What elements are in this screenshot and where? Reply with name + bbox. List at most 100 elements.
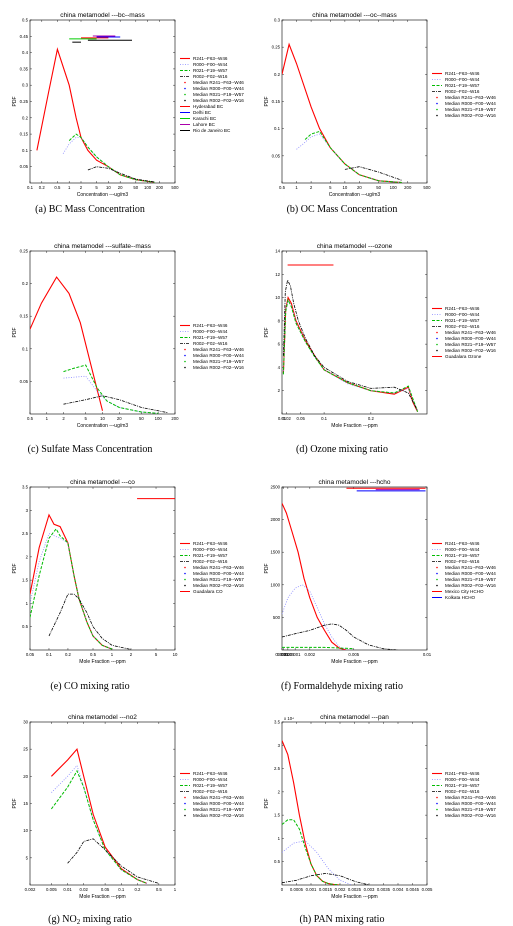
x-tick-label: 5 bbox=[329, 185, 332, 190]
y-tick-label: 0.05 bbox=[20, 164, 29, 169]
legend-entry: R002--F02--W16 bbox=[445, 324, 480, 329]
legend-entry: Median R002--F02--W16 bbox=[193, 98, 244, 103]
x-tick-label: 0.5 bbox=[279, 185, 286, 190]
series-line bbox=[48, 593, 132, 650]
chart-caption: (g) NO2 mixing ratio bbox=[48, 914, 132, 926]
series-layer bbox=[36, 35, 155, 183]
legend-entry: Median R241--F63--W46 bbox=[193, 795, 244, 800]
y-tick-label: 0.3 bbox=[22, 83, 29, 88]
chart-caption: (a) BC Mass Concentration bbox=[35, 204, 145, 215]
chart-panel-5: china metamodel ---co 0.05 0.1 0.2 0.5 1 2 5 10 0… bbox=[12, 479, 244, 692]
caption-subscript: 2 bbox=[77, 918, 81, 926]
legend-entry: R241--F63--W46 bbox=[193, 56, 228, 61]
y-tick-label: 4 bbox=[278, 365, 281, 370]
legend-marker bbox=[184, 360, 186, 363]
legend-entry: R021--F19--W57 bbox=[193, 553, 228, 558]
legend-entry: R000--F00--W44 bbox=[193, 777, 228, 782]
x-tick-label: 2 bbox=[80, 185, 83, 190]
legend-entry: R021--F19--W57 bbox=[193, 335, 228, 340]
x-axis-label: Mole Fraction ---ppm bbox=[331, 659, 377, 665]
legend-entry: Median R002--F02--W16 bbox=[445, 813, 496, 818]
legend-entry: R241--F63--W46 bbox=[445, 306, 480, 311]
legend-marker bbox=[436, 802, 438, 805]
x-tick-label: 1 bbox=[111, 652, 114, 657]
legend-entry: R000--F00--W44 bbox=[445, 77, 480, 82]
x-tick-label: 200 bbox=[156, 185, 164, 190]
x-tick-label: 0.0035 bbox=[377, 887, 391, 892]
legend-entry: R021--F19--W57 bbox=[193, 783, 228, 788]
series-line bbox=[51, 764, 148, 884]
legend-marker bbox=[184, 348, 186, 351]
y-tick-label: 1.5 bbox=[274, 813, 281, 818]
x-tick-label: 2 bbox=[310, 185, 313, 190]
x-tick-label: 500 bbox=[423, 185, 431, 190]
y-tick-label: 6 bbox=[278, 342, 281, 347]
plot-frame bbox=[29, 19, 176, 184]
x-tick-label: 20 bbox=[357, 185, 362, 190]
legend-entry: Median R002--F02--W16 bbox=[193, 813, 244, 818]
legend-marker bbox=[184, 354, 186, 357]
legend-entry: Median R021--F19--W57 bbox=[445, 807, 496, 812]
legend-entry: R000--F00--W44 bbox=[445, 547, 480, 552]
series-line bbox=[87, 166, 155, 183]
y-tick-label: 0.25 bbox=[272, 45, 281, 50]
legend-entry: Median R000--F00--W44 bbox=[193, 571, 244, 576]
chart-panel-1: china metamodel ---bc--mass 0.1 0.2 0.5 1 2 5 1… bbox=[12, 12, 244, 215]
x-tick-label: 0.004 bbox=[393, 887, 404, 892]
y-axis-label: PDF bbox=[264, 799, 270, 809]
x-tick-label: 0.01 bbox=[423, 652, 432, 657]
legend-entry: Median R021--F19--W57 bbox=[193, 92, 244, 97]
y-tick-label: 3 bbox=[26, 508, 29, 513]
chart-panel-4: china metamodel ---ozone 0.010.02 0.05 0.1 0… bbox=[264, 243, 496, 455]
legend-entry: Median R002--F02--W16 bbox=[445, 583, 496, 588]
legend-entry: Median R000--F00--W44 bbox=[445, 336, 496, 341]
legend-marker bbox=[436, 337, 438, 340]
y-tick-label: 2500 bbox=[270, 485, 280, 490]
legend-marker bbox=[436, 343, 438, 346]
x-tick-label: 50 bbox=[133, 185, 138, 190]
y-axis-label: PDF bbox=[12, 328, 18, 338]
x-tick-label: 10 bbox=[342, 185, 347, 190]
legend-marker bbox=[436, 814, 438, 817]
x-tick-label: 10 bbox=[106, 185, 111, 190]
legend-entry: R002--F02--W16 bbox=[445, 89, 480, 94]
series-layer bbox=[282, 487, 426, 650]
legend-entry: R000--F00--W44 bbox=[193, 329, 228, 334]
series-line bbox=[63, 395, 169, 414]
series-line bbox=[344, 166, 402, 181]
y-tick-label: 5 bbox=[26, 855, 29, 860]
chart-title: china metamodel ---oc--mass bbox=[312, 12, 397, 19]
y-tick-label: 2 bbox=[278, 789, 281, 794]
chart-panel-6: china metamodel ---hcho 0.00010.00020.000… bbox=[264, 479, 496, 692]
x-tick-label: 100 bbox=[144, 185, 152, 190]
y-tick-label: 0.25 bbox=[20, 99, 29, 104]
legend-entry: Hyderabad BC bbox=[193, 104, 224, 109]
x-tick-label: 0.003 bbox=[364, 887, 375, 892]
plot-frame bbox=[281, 250, 428, 415]
y-tick-label: 10 bbox=[23, 828, 28, 833]
chart-title: china metamodel ---ozone bbox=[317, 243, 393, 250]
y-tick-label: 0.15 bbox=[272, 99, 281, 104]
legend-entry: R021--F19--W57 bbox=[193, 68, 228, 73]
x-tick-label: 0.1 bbox=[118, 887, 125, 892]
series-line bbox=[282, 623, 398, 650]
plot-frame bbox=[29, 250, 176, 415]
series-line bbox=[30, 533, 113, 650]
x-tick-label: 10 bbox=[173, 652, 178, 657]
y-tick-label: 0.35 bbox=[20, 66, 29, 71]
legend: R241--F63--W46R000--F00--W44R021--F19--W… bbox=[180, 541, 244, 594]
legend-entry: Guadalara Ozone bbox=[445, 354, 482, 359]
x-tick-label: 0.0005 bbox=[290, 887, 304, 892]
x-tick-label: 0.2 bbox=[39, 185, 46, 190]
y-tick-label: 1.5 bbox=[22, 578, 29, 583]
y-tick-label: 0.1 bbox=[22, 148, 29, 153]
legend-marker bbox=[436, 808, 438, 811]
x-tick-label: 0.1 bbox=[321, 416, 328, 421]
legend-entry: Median R002--F02--W16 bbox=[445, 113, 496, 118]
chart-panel-7: china metamodel ---no2 0.002 0.005 0.01 0.02… bbox=[12, 714, 244, 926]
y-tick-label: 15 bbox=[23, 801, 28, 806]
legend-entry: Median R000--F00--W44 bbox=[193, 801, 244, 806]
chart-title: china metamodel ---bc--mass bbox=[60, 12, 145, 19]
legend-entry: R002--F02--W16 bbox=[193, 74, 228, 79]
